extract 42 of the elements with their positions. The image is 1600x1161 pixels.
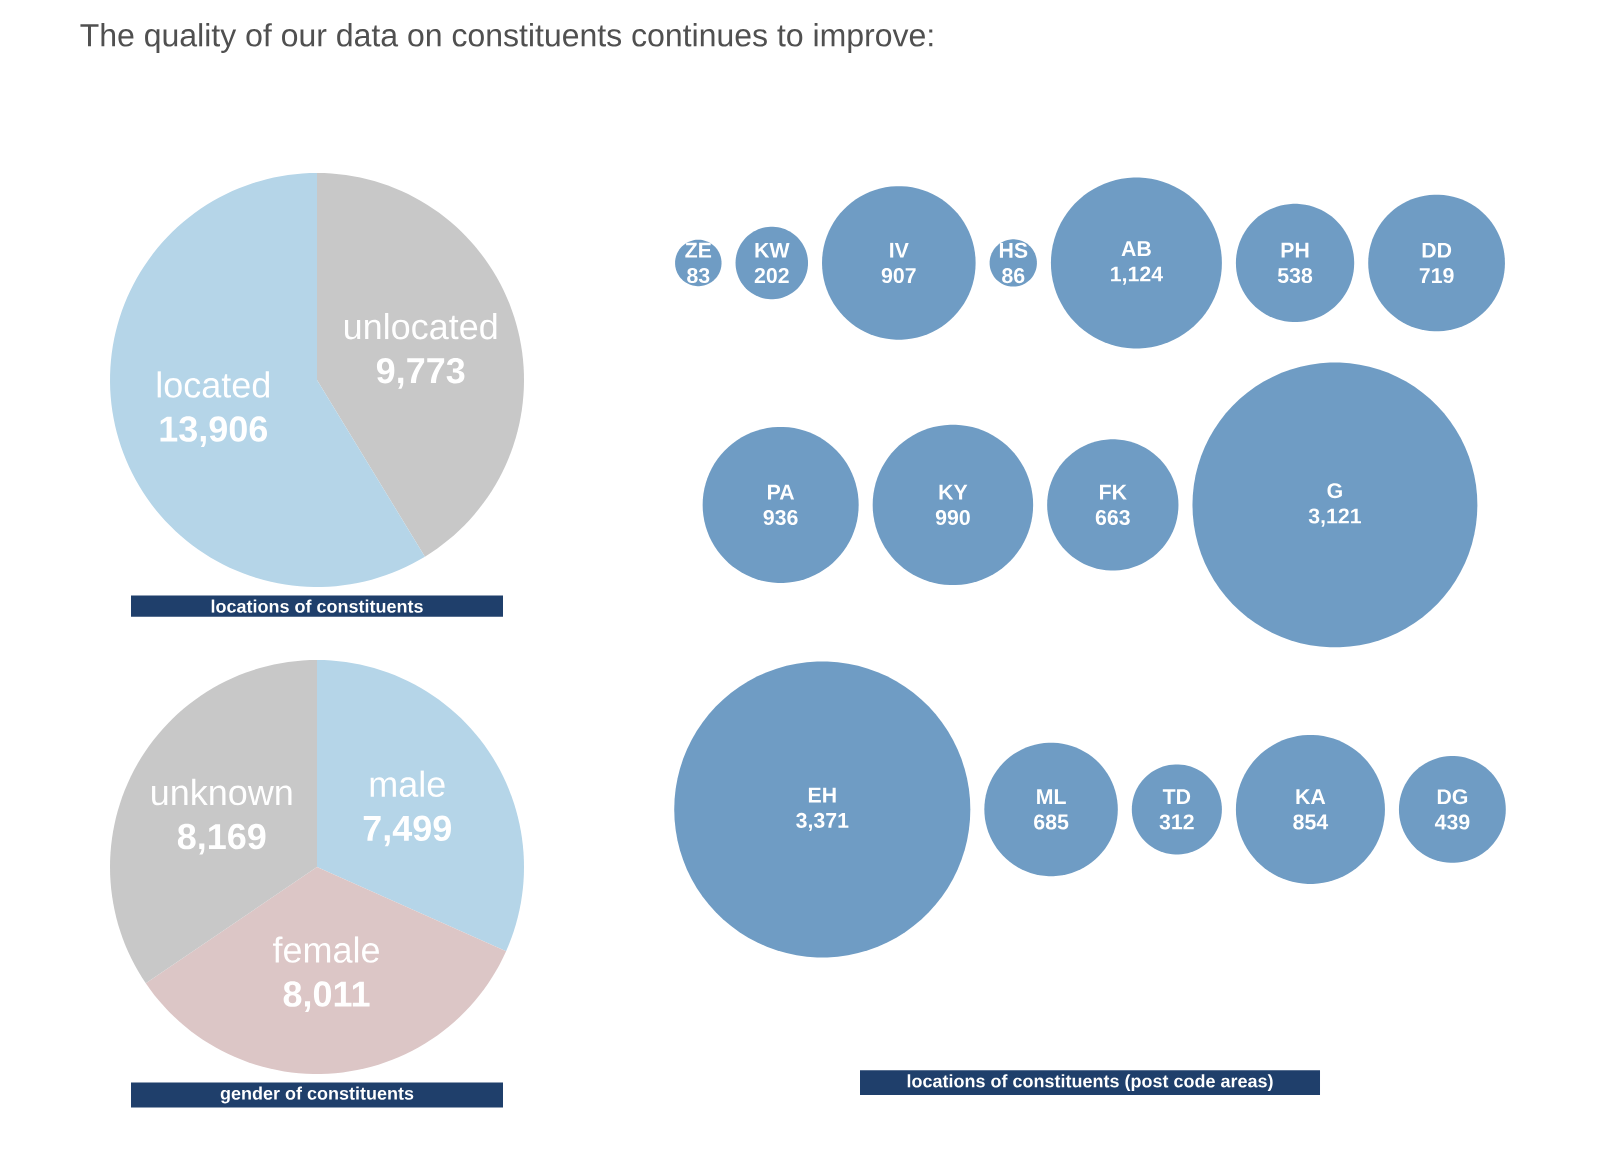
category-label: FK <box>1100 484 1127 500</box>
data-label: 1,124 <box>1111 266 1163 285</box>
data-label: 990 <box>935 509 970 525</box>
data-label: 83 <box>687 267 710 284</box>
category-label: G <box>1327 483 1342 499</box>
category-label: KY <box>939 484 968 500</box>
data-label: 936 <box>763 509 798 526</box>
category-label: ZE <box>685 242 712 258</box>
category-label: DD <box>1422 242 1452 258</box>
data-label: 8,011 <box>283 981 370 1013</box>
category-label: PH <box>1281 242 1309 258</box>
category-label: HS <box>999 242 1028 258</box>
data-label: 663 <box>1095 509 1130 526</box>
category-label: DG <box>1437 789 1468 805</box>
data-label: 538 <box>1277 267 1313 284</box>
category-label: IV <box>890 242 909 258</box>
data-label: 7,499 <box>363 815 451 847</box>
text: gender of constituents <box>220 1086 414 1104</box>
category-label: EH <box>808 787 836 803</box>
data-label: 86 <box>1002 268 1025 284</box>
category-label: KW <box>755 242 790 258</box>
data-label: 3,371 <box>796 812 849 832</box>
slice-label: female <box>273 936 379 963</box>
data-label: 312 <box>1159 814 1194 830</box>
text: locations of constituents (post code areas) <box>907 1074 1273 1092</box>
data-label: 13,906 <box>160 416 268 448</box>
category-label: TD <box>1162 789 1191 804</box>
text: The quality of our data on constituents continues to improve: <box>80 23 933 53</box>
data-label: 719 <box>1419 268 1454 284</box>
data-label: 907 <box>881 268 916 284</box>
data-label: 685 <box>1034 814 1069 830</box>
text: locations of constituents <box>211 599 423 613</box>
data-label: 439 <box>1434 814 1470 830</box>
slice-label: male <box>370 770 445 798</box>
slice-label: located <box>157 371 270 398</box>
data-label: 202 <box>754 268 789 284</box>
category-label: ML <box>1037 789 1066 804</box>
data-label: 3,121 <box>1308 508 1362 527</box>
category-label: PA <box>768 484 795 500</box>
category-label: KA <box>1296 789 1326 804</box>
data-label: 854 <box>1293 814 1329 830</box>
category-label: AB <box>1121 241 1151 257</box>
